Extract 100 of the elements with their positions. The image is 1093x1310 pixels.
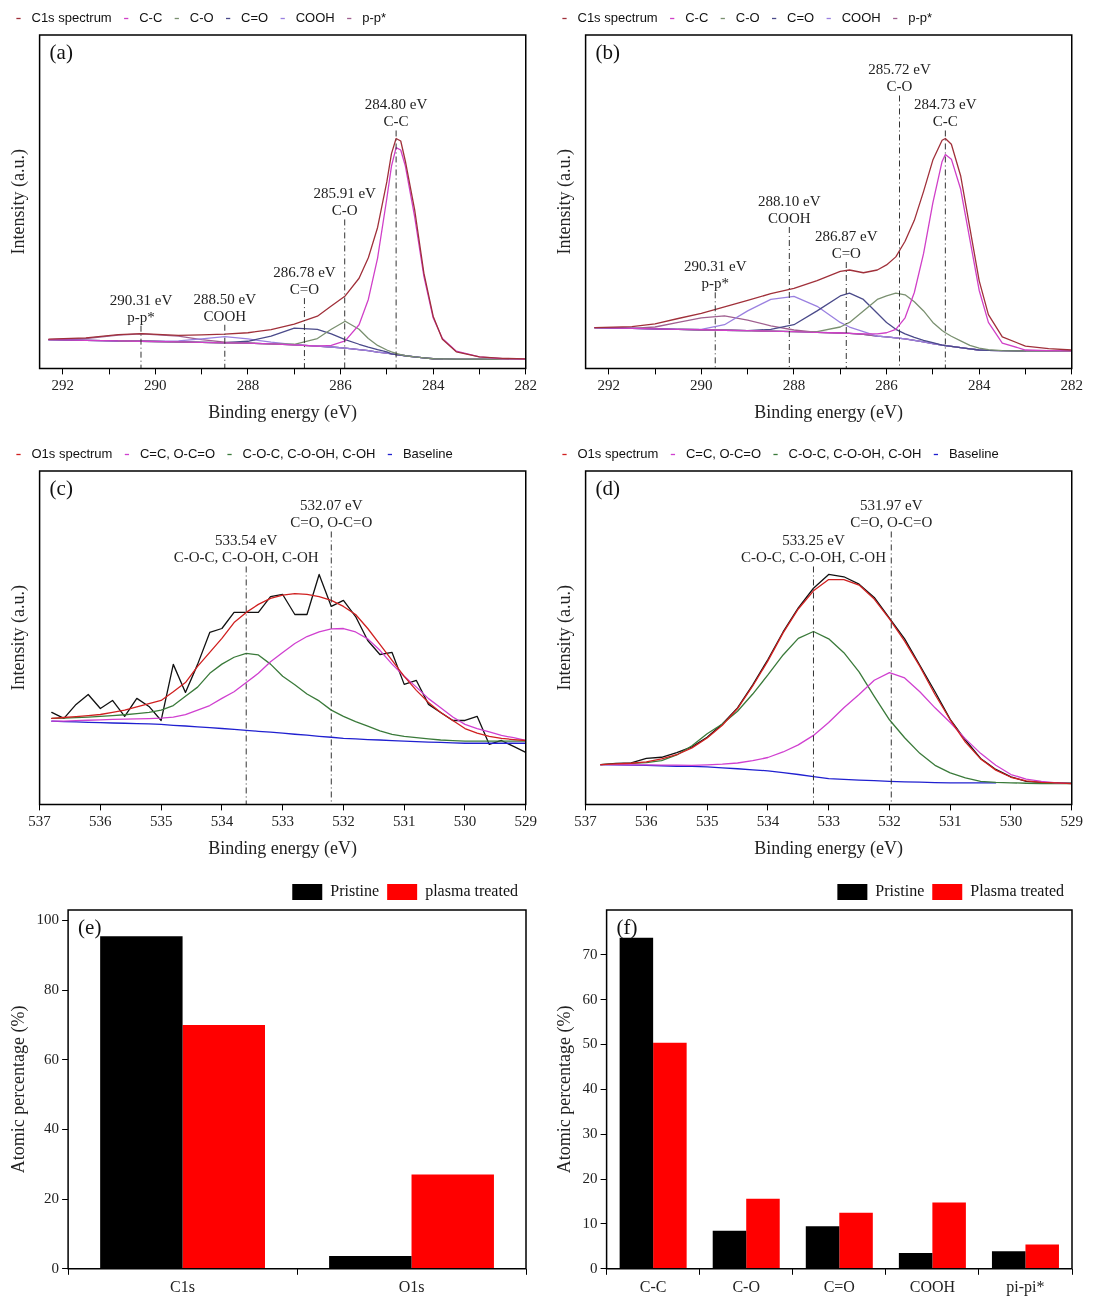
y-tick-label: 40	[582, 1080, 598, 1097]
legend-label: COOH	[841, 10, 881, 26]
y-axis-title: Intensity (a.u.)	[7, 148, 29, 255]
legend-label: O1s spectrum	[31, 446, 113, 462]
legend-label: C-C	[139, 10, 163, 26]
x-tick-label: 282	[1060, 377, 1083, 394]
x-axis-title: Binding energy (eV)	[754, 401, 903, 423]
ref-line-label: 286.78 eV C=O	[273, 264, 336, 298]
y-tick-label: 10	[582, 1214, 598, 1231]
legend-label: O1s spectrum	[577, 446, 659, 462]
chart-title: (e)	[78, 915, 102, 940]
y-axis-title: Intensity (a.u.)	[553, 584, 575, 691]
ref-line-label: 284.80 eV C-C	[364, 96, 428, 130]
x-axis-title: Binding energy (eV)	[754, 837, 903, 859]
x-tick-label: 282	[514, 377, 537, 394]
ref-line-label: 533.54 eV C-O-C, C-O-OH, C-OH	[173, 532, 319, 566]
y-tick-label: 50	[582, 1035, 598, 1052]
x-tick-label: 284	[967, 377, 991, 394]
x-tick-label: 537	[28, 813, 52, 830]
x-tick-label: 288	[782, 377, 806, 394]
legend-label: C=C, O-C=O	[685, 446, 762, 462]
x-tick-label: C1s	[170, 1277, 196, 1295]
x-tick-label: 529	[1060, 813, 1083, 830]
legend-label: C-O-C, C-O-OH, C-OH	[788, 446, 922, 462]
legend-label: Pristine	[875, 882, 925, 900]
ref-line-label: 288.10 eV COOH	[758, 192, 821, 226]
ref-line-label: 533.25 eV C-O-C, C-O-OH, C-OH	[740, 532, 887, 566]
y-axis-title: Atomic percentage (%)	[553, 1005, 575, 1174]
ref-line-label: 531.97 eV C=O, O-C=O	[850, 497, 933, 531]
chart-title: (b)	[595, 40, 621, 65]
y-tick-label: 100	[36, 911, 60, 928]
x-tick-label: 533	[271, 813, 294, 830]
x-tick-label: 535	[695, 813, 719, 830]
ref-line-label: 290.31 eV p-p*	[109, 291, 173, 325]
legend-label: C-O	[735, 10, 760, 26]
legend-label: COOH	[295, 10, 335, 26]
legend-label: Plasma treated	[970, 882, 1065, 900]
x-tick-label: 537	[574, 813, 598, 830]
legend-label: C=O	[787, 10, 815, 26]
legend-label: Baseline	[948, 446, 999, 462]
y-tick-label: 20	[44, 1190, 60, 1207]
x-tick-label: 536	[89, 813, 113, 830]
legend-label: C1s spectrum	[31, 10, 112, 26]
x-axis-title: Binding energy (eV)	[208, 401, 357, 423]
y-tick-label: 60	[44, 1050, 60, 1067]
x-tick-label: C-O	[732, 1277, 760, 1295]
y-axis-title: Atomic percentage (%)	[7, 1005, 29, 1174]
legend-label: C-O-C, C-O-OH, C-OH	[242, 446, 376, 462]
y-tick-label: 40	[44, 1120, 60, 1137]
x-tick-label: 288	[236, 377, 260, 394]
x-tick-label: 532	[332, 813, 355, 830]
chart-title: (f)	[616, 915, 638, 940]
x-axis-title: Binding energy (eV)	[208, 837, 357, 859]
chart-title: (c)	[49, 476, 73, 501]
y-tick-label: 0	[590, 1259, 598, 1276]
y-tick-label: 20	[582, 1170, 598, 1187]
x-tick-label: 292	[51, 377, 74, 394]
x-tick-label: 530	[453, 813, 477, 830]
legend-label: C-O	[189, 10, 214, 26]
x-tick-label: pi-pi*	[1006, 1277, 1045, 1296]
x-tick-label: 290	[144, 377, 167, 394]
x-tick-label: 286	[875, 377, 899, 394]
ref-line-label: 286.87 eV C=O	[815, 227, 878, 261]
legend-label: C=O	[241, 10, 269, 26]
x-tick-label: 534	[756, 813, 780, 830]
x-tick-label: O1s	[398, 1277, 425, 1295]
ref-line-label: 285.72 eV C-O	[868, 61, 931, 95]
x-tick-label: 286	[329, 377, 353, 394]
legend-label: C=C, O-C=O	[139, 446, 216, 462]
x-tick-label: 535	[149, 813, 173, 830]
x-tick-label: 532	[878, 813, 901, 830]
y-tick-label: 0	[51, 1259, 60, 1276]
x-tick-label: 531	[938, 813, 962, 830]
x-tick-label: 529	[514, 813, 537, 830]
x-tick-label: 292	[597, 377, 620, 394]
legend-label: C1s spectrum	[577, 10, 658, 26]
x-tick-label: C-C	[639, 1277, 667, 1295]
ref-line-label: 285.91 eV C-O	[313, 185, 377, 219]
legend-label: plasma treated	[425, 882, 518, 901]
chart-title: (a)	[49, 40, 73, 65]
x-tick-label: 533	[817, 813, 840, 830]
y-tick-label: 30	[582, 1125, 598, 1142]
x-tick-label: 531	[392, 813, 416, 830]
x-tick-label: 290	[690, 377, 713, 394]
ref-line-label: 532.07 eV C=O, O-C=O	[290, 497, 373, 531]
x-tick-label: 530	[999, 813, 1023, 830]
legend-label: p-p*	[362, 10, 387, 26]
legend-label: p-p*	[908, 10, 933, 26]
y-axis-title: Intensity (a.u.)	[7, 584, 29, 691]
x-tick-label: COOH	[909, 1277, 956, 1295]
y-axis-title: Intensity (a.u.)	[553, 148, 575, 255]
x-tick-label: 534	[210, 813, 234, 830]
legend-label: Baseline	[402, 446, 453, 462]
y-tick-label: 80	[44, 981, 60, 998]
x-tick-label: 536	[635, 813, 659, 830]
y-tick-label: 70	[582, 945, 598, 962]
legend-label: Pristine	[330, 882, 380, 900]
ref-line-label: 288.50 eV COOH	[193, 290, 257, 324]
x-tick-label: 284	[421, 377, 445, 394]
y-tick-label: 60	[582, 990, 598, 1007]
